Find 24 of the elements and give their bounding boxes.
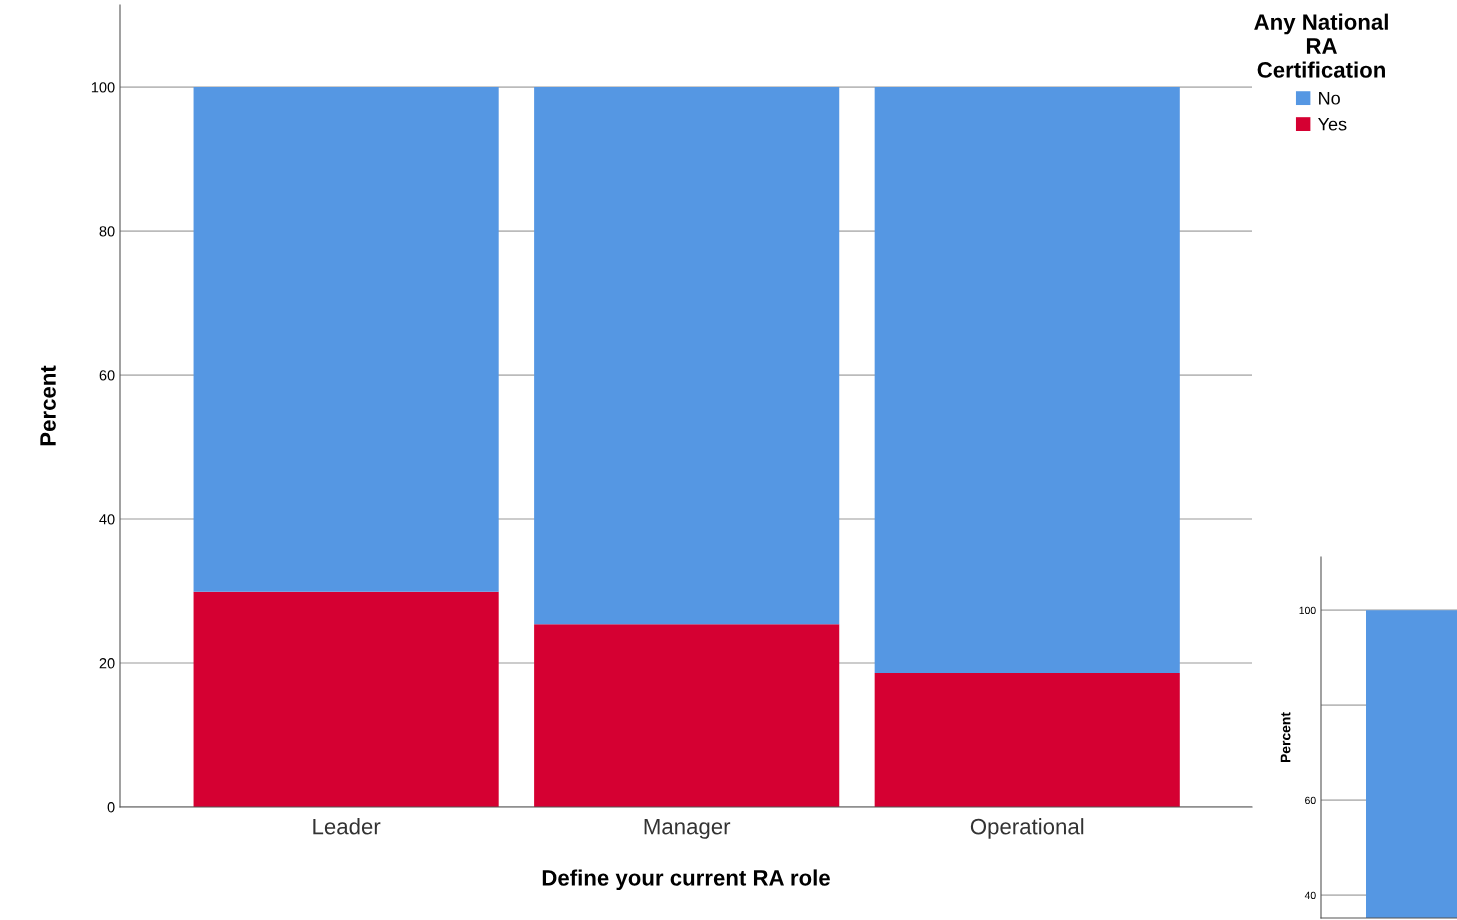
y-axis-title: Percent: [40, 365, 56, 446]
bar: [193, 591, 499, 807]
bar: [534, 87, 840, 625]
y-tick-label: 0: [107, 802, 115, 813]
bar: [874, 87, 1180, 674]
bar: [534, 624, 840, 807]
x-axis-title: Define your current RA role: [542, 869, 830, 891]
y-axis-title: Percent: [1280, 712, 1291, 763]
bar: [874, 673, 1180, 807]
x-tick-label: Operational: [970, 818, 1084, 839]
y-tick-label: 40: [99, 514, 115, 525]
y-tick-label: 80: [99, 226, 115, 237]
x-tick-label: Leader: [313, 818, 381, 835]
y-tick-label: 40: [1304, 891, 1316, 900]
y-tick-label: 100: [91, 82, 115, 93]
y-tick-label: 20: [99, 658, 115, 669]
y-tick-label: 60: [99, 370, 115, 381]
y-tick-label: 60: [1305, 796, 1316, 805]
legend-label: Yes: [1318, 117, 1347, 131]
bar: [193, 87, 499, 592]
legend-title: Any National RA Certification: [1254, 13, 1388, 78]
y-tick-label: 100: [1299, 606, 1316, 615]
legend-label: No: [1319, 91, 1340, 105]
x-tick-label: Manager: [644, 818, 731, 839]
